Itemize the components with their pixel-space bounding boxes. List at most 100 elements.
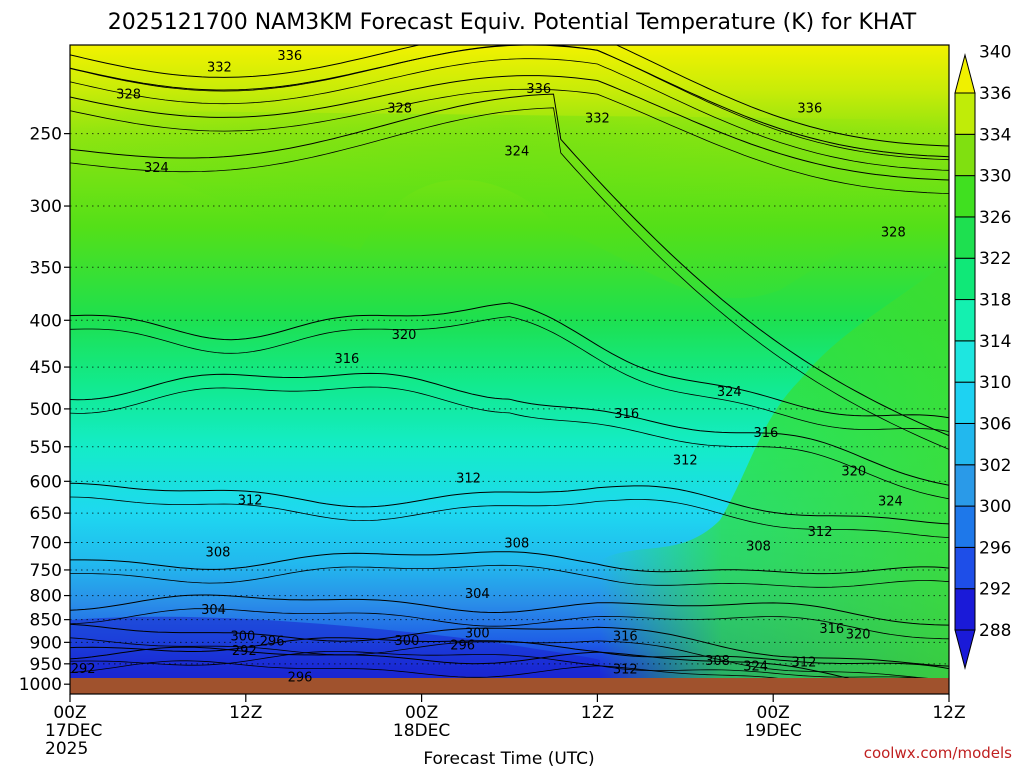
y-tick-label-700: 700 — [30, 534, 62, 554]
plot-frame — [69, 44, 950, 695]
contour-label-28: 320 — [846, 627, 871, 642]
contour-312 — [70, 482, 949, 525]
colorbar-label-288: 288 — [979, 621, 1011, 641]
y-tick-label-950: 950 — [30, 655, 62, 675]
y-tick-label-350: 350 — [30, 258, 62, 278]
colorbar-label-314: 314 — [979, 332, 1011, 352]
colorbar-label-318: 318 — [979, 291, 1011, 311]
contour-label-13: 316 — [614, 407, 639, 422]
contour-label-17: 312 — [456, 471, 481, 486]
colorbar-top-arrow — [954, 53, 976, 94]
contour-300 — [70, 623, 949, 667]
x-tick-label-2-0: 00Z — [405, 703, 438, 723]
pressure-gridlines — [70, 133, 949, 685]
contour-292 — [70, 646, 949, 691]
contour-label-24: 304 — [465, 587, 490, 602]
x-tick-label-0-0: 00Z — [53, 703, 86, 723]
colorbar-label-334: 334 — [979, 125, 1011, 145]
contour-label-30: 300 — [230, 630, 255, 645]
x-tick-label-5-0: 12Z — [932, 703, 965, 723]
colorbar-label-292: 292 — [979, 580, 1011, 600]
colorbar-bottom-arrow — [954, 629, 976, 670]
contour-label-18: 312 — [238, 493, 263, 508]
colorbar-label-310: 310 — [979, 373, 1011, 393]
x-tick-label-4-1: 19DEC — [745, 721, 802, 741]
colorbar-label-322: 322 — [979, 249, 1011, 269]
contour-328-minor — [70, 88, 949, 194]
contour-lines — [70, 45, 949, 694]
colorbar-label-302: 302 — [979, 456, 1011, 476]
x-tick-label-1-0: 12Z — [229, 703, 262, 723]
contour-label-9: 328 — [881, 226, 906, 241]
contour-label-22: 308 — [504, 537, 529, 552]
chart-title: 2025121700 NAM3KM Forecast Equiv. Potent… — [108, 10, 917, 35]
colorbar-swatch-12 — [954, 92, 976, 135]
y-tick-label-600: 600 — [30, 472, 62, 492]
contour-308-minor — [70, 564, 949, 588]
contour-label-37: 324 — [743, 659, 768, 674]
contour-328 — [70, 75, 949, 181]
colorbar-label-300: 300 — [979, 497, 1011, 517]
contour-304 — [70, 594, 949, 626]
x-tick-label-2-1: 18DEC — [393, 721, 450, 741]
contour-label-21: 308 — [746, 539, 771, 554]
contour-320-minor — [70, 316, 949, 432]
contour-label-31: 296 — [260, 635, 285, 650]
y-tick-label-900: 900 — [30, 633, 62, 653]
contour-316 — [70, 372, 949, 486]
contour-296-minor — [70, 651, 949, 683]
plot-field — [70, 45, 949, 694]
colorbar-swatch-11 — [954, 133, 976, 177]
contour-label-29: 300 — [465, 627, 490, 642]
colorbar: 288 292 296 300 302 306 310 314 318 322 326 330 334 3… — [954, 43, 1011, 670]
colorbar-label-326: 326 — [979, 208, 1011, 228]
contour-label-35: 308 — [705, 654, 730, 669]
contour-label-6: 336 — [797, 101, 822, 116]
contour-label-27: 316 — [613, 630, 638, 645]
y-tick-label-250: 250 — [30, 125, 62, 145]
colorbar-swatch-8 — [954, 257, 976, 301]
contour-316-minor — [70, 386, 949, 500]
y-tick-label-650: 650 — [30, 504, 62, 524]
upper-green-tongue — [70, 110, 949, 299]
contour-label-20: 312 — [808, 525, 833, 540]
y-tick-label-450: 450 — [30, 358, 62, 378]
contour-label-16: 320 — [841, 465, 866, 480]
contour-label-5: 332 — [585, 111, 610, 126]
contour-label-25: 304 — [201, 603, 226, 618]
contour-label-19: 324 — [878, 495, 903, 510]
contour-label-40: 296 — [288, 671, 313, 686]
y-tick-label-500: 500 — [30, 400, 62, 420]
colorbar-swatch-1 — [954, 546, 976, 590]
colorbar-swatch-7 — [954, 299, 976, 342]
colorbar-swatch-9 — [954, 216, 976, 259]
contour-label-11: 316 — [334, 352, 359, 367]
y-tick-label-750: 750 — [30, 561, 62, 581]
contour-label-8: 324 — [504, 145, 529, 160]
y-axis: 2503003504004505005506006507007508008509… — [19, 125, 70, 695]
y-tick-label-1000: 1000 — [19, 675, 62, 695]
contour-324-minor — [70, 107, 949, 450]
contour-label-36: 312 — [792, 655, 817, 670]
colorbar-swatch-0 — [954, 588, 976, 631]
colorbar-swatch-4 — [954, 422, 976, 466]
contour-label-7: 324 — [144, 161, 169, 176]
contour-336 — [70, 45, 949, 147]
y-tick-label-550: 550 — [30, 438, 62, 458]
chart-title-text: 2025121700 NAM3KM Forecast Equiv. Potent… — [108, 10, 917, 35]
colorbar-swatch-6 — [954, 340, 976, 383]
colorbar-label-340: 340 — [979, 43, 1011, 63]
y-tick-label-300: 300 — [30, 197, 62, 217]
y-tick-label-850: 850 — [30, 611, 62, 631]
contour-label-0: 336 — [277, 49, 302, 64]
contour-324 — [70, 93, 949, 437]
colorbar-label-330: 330 — [979, 167, 1011, 187]
colorbar-label-296: 296 — [979, 538, 1011, 558]
terrain-strip — [70, 678, 949, 694]
colorbar-swatch-5 — [954, 381, 976, 424]
contour-label-3: 336 — [526, 82, 551, 97]
credit-text: coolwx.com/models — [864, 744, 1012, 762]
